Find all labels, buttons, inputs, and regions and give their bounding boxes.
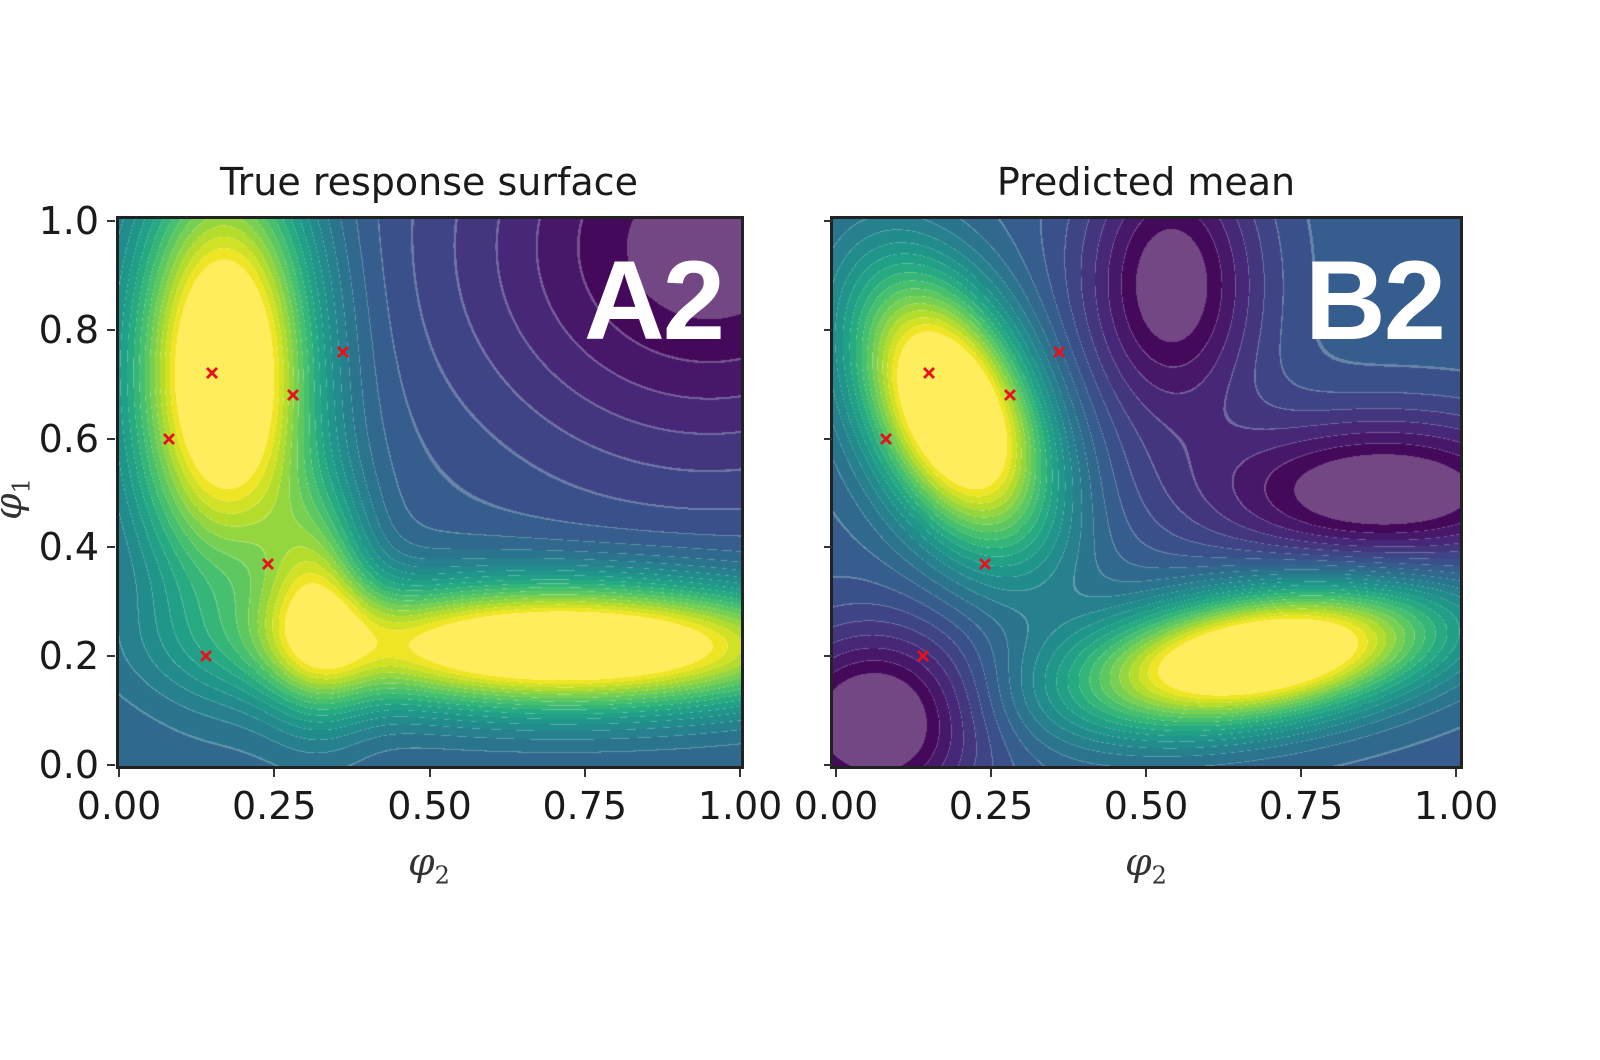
plot-b-axes: B2 bbox=[830, 216, 1463, 769]
data-point-marker bbox=[199, 650, 212, 663]
y-tick-label: 0.2 bbox=[38, 634, 99, 679]
x-tick-mark bbox=[583, 769, 586, 777]
plot-a-ylabel-symbol: φ bbox=[0, 493, 30, 520]
x-tick-label: 0.25 bbox=[948, 784, 1034, 828]
plot-a-heatmap bbox=[119, 219, 741, 766]
plot-a-ylabel-subscript: 1 bbox=[7, 478, 36, 494]
y-tick-label: 1.0 bbox=[38, 199, 99, 243]
y-tick-mark bbox=[824, 764, 832, 766]
data-point-marker bbox=[879, 432, 892, 445]
x-tick-mark bbox=[273, 769, 276, 777]
y-tick-label: 0.8 bbox=[38, 307, 99, 352]
y-tick-mark bbox=[824, 328, 832, 331]
plot-a-title: True response surface bbox=[220, 160, 638, 204]
data-point-marker bbox=[286, 389, 299, 402]
data-point-marker bbox=[923, 367, 935, 380]
data-point-marker bbox=[162, 432, 175, 445]
x-tick-mark bbox=[835, 769, 837, 777]
y-tick-mark bbox=[107, 546, 115, 549]
x-tick-mark bbox=[1300, 769, 1302, 777]
x-tick-label: 0.00 bbox=[793, 784, 879, 828]
data-point-marker bbox=[1053, 345, 1066, 358]
plot-a-xlabel: φ2 bbox=[408, 840, 450, 890]
x-tick-mark bbox=[118, 769, 120, 777]
plot-b-badge: B2 bbox=[1304, 238, 1446, 363]
y-tick-label: 0.0 bbox=[38, 743, 99, 787]
data-point-marker bbox=[916, 650, 929, 663]
y-tick-mark bbox=[824, 655, 832, 658]
plot-b-xlabel-subscript: 2 bbox=[1151, 861, 1167, 890]
x-tick-label: 0.50 bbox=[387, 784, 472, 828]
y-tick-mark bbox=[824, 220, 832, 222]
x-tick-mark bbox=[428, 769, 431, 777]
plot-b-xlabel-symbol: φ bbox=[1125, 840, 1152, 884]
y-tick-mark bbox=[824, 437, 832, 440]
data-point-marker bbox=[206, 367, 219, 380]
x-tick-label: 0.50 bbox=[1103, 784, 1189, 828]
data-point-marker bbox=[262, 557, 275, 570]
data-point-marker bbox=[978, 557, 991, 570]
y-tick-label: 0.6 bbox=[38, 416, 99, 461]
y-tick-mark bbox=[107, 655, 115, 658]
plot-b-heatmap bbox=[833, 219, 1460, 766]
x-tick-mark bbox=[739, 769, 741, 777]
x-tick-label: 1.00 bbox=[1413, 784, 1499, 828]
x-tick-label: 0.75 bbox=[1258, 784, 1344, 828]
plot-a-badge: A2 bbox=[583, 238, 725, 363]
plot-a-ylabel: φ1 bbox=[0, 478, 36, 520]
plot-a-xlabel-symbol: φ bbox=[408, 840, 435, 884]
plot-b-title: Predicted mean bbox=[996, 160, 1296, 204]
y-tick-mark bbox=[107, 328, 115, 331]
plot-a-axes: A2 bbox=[116, 216, 744, 769]
x-tick-label: 1.00 bbox=[697, 784, 783, 828]
x-tick-label: 0.00 bbox=[76, 784, 162, 828]
x-tick-mark bbox=[1145, 769, 1147, 777]
data-point-marker bbox=[336, 345, 349, 358]
y-tick-mark bbox=[107, 764, 115, 766]
x-tick-label: 0.25 bbox=[231, 784, 317, 828]
plot-a-xlabel-subscript: 2 bbox=[434, 861, 450, 890]
y-tick-mark bbox=[107, 437, 115, 440]
data-point-marker bbox=[1003, 389, 1016, 402]
x-tick-mark bbox=[1455, 769, 1457, 777]
plot-b-xlabel: φ2 bbox=[1125, 840, 1167, 890]
x-tick-mark bbox=[990, 769, 992, 777]
y-tick-mark bbox=[107, 220, 115, 222]
x-tick-label: 0.75 bbox=[542, 784, 628, 828]
y-tick-mark bbox=[824, 546, 832, 549]
y-tick-label: 0.4 bbox=[38, 525, 99, 570]
